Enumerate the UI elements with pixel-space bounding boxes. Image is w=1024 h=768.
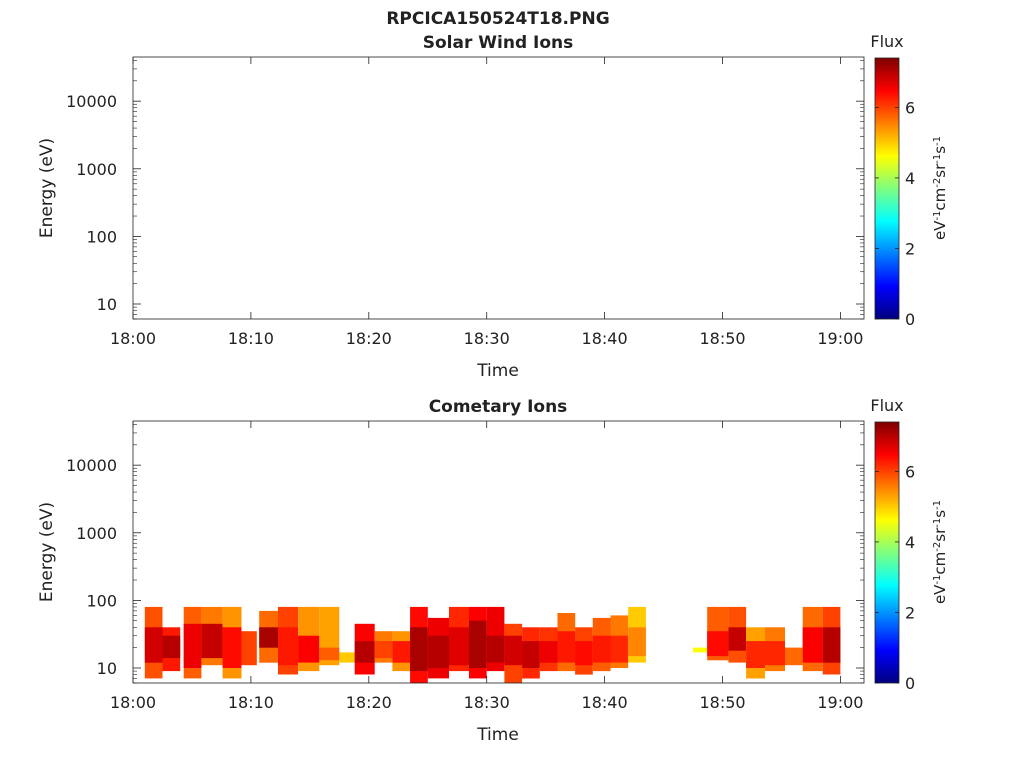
y-tick-label: 100 (86, 227, 117, 246)
heatmap-cell (539, 641, 558, 663)
panel-title: Cometary Ions (429, 397, 568, 417)
solar-wind-ions-panel: Solar Wind Ions 18:00 18:10 18:20 18:30 18:4… (37, 33, 865, 381)
heatmap-cell (557, 631, 576, 663)
heatmap-cells (144, 606, 841, 683)
heatmap-cell (765, 641, 785, 666)
heatmap-cell (427, 635, 449, 668)
heatmap-cell (469, 620, 487, 668)
x-tick-label: 18:30 (464, 693, 510, 712)
heatmap-cell (785, 647, 803, 666)
colorbar-tick-label: 2 (905, 239, 915, 258)
heatmap-cell (162, 635, 181, 659)
heatmap-cell (628, 627, 646, 657)
x-tick-label: 19:00 (817, 329, 863, 348)
colorbar-ticks: 0 2 4 6 (875, 98, 915, 329)
heatmap-cell (278, 627, 298, 666)
colorbar-solar-wind: Flux 0 2 4 6 eV-1cm-2sr-1s-1 (870, 32, 949, 329)
heatmap-cell (707, 631, 729, 657)
heatmap-cell (522, 641, 540, 668)
y-tick-label: 100 (86, 591, 117, 610)
panel-title: Solar Wind Ions (423, 33, 574, 53)
heatmap-cell (592, 635, 611, 663)
colorbar-tick-label: 6 (905, 462, 915, 481)
colorbar-units: eV-1cm-2sr-1s-1 (931, 136, 949, 240)
colorbar-gradient (874, 57, 900, 320)
heatmap-cell (241, 631, 257, 666)
x-tick-label: 18:00 (110, 329, 156, 348)
x-tick-label: 18:20 (346, 693, 392, 712)
y-tick-label: 10000 (66, 92, 117, 111)
y-tick-label: 10 (97, 659, 117, 678)
heatmap-cell (339, 652, 355, 663)
colorbar-tick-label: 4 (905, 533, 915, 552)
heatmap-cell (144, 627, 163, 663)
y-tick-label: 10000 (66, 456, 117, 475)
plot-frame (132, 420, 865, 684)
figure-title: RPCICA150524T18.PNG (386, 9, 609, 29)
x-tick-label: 18:40 (582, 693, 628, 712)
heatmap-cell (449, 627, 469, 666)
y-tick-label: 10 (97, 295, 117, 314)
axes: 18:00 18:10 18:20 18:30 18:40 18:50 19:00 10 100… (66, 57, 864, 348)
x-axis-label: Time (476, 725, 519, 745)
heatmap-cell (693, 647, 708, 653)
colorbar-units: eV-1cm-2sr-1s-1 (931, 500, 949, 604)
heatmap-cell (222, 627, 242, 668)
heatmap-cell (410, 627, 428, 672)
x-axis-label: Time (476, 361, 519, 381)
heatmap-cell (802, 627, 823, 663)
colorbar-tick-label: 2 (905, 603, 915, 622)
y-axis-label: Energy (eV) (37, 138, 57, 238)
heatmap-cell (575, 641, 593, 666)
heatmap-cell (183, 623, 202, 668)
x-tick-label: 18:10 (228, 329, 274, 348)
axes: 18:00 18:10 18:20 18:30 18:40 18:50 19:00 10 100… (66, 421, 864, 712)
colorbar-ticks: 0 2 4 6 (875, 462, 915, 693)
heatmap-cell (319, 647, 340, 661)
x-tick-label: 18:50 (699, 329, 745, 348)
heatmap-cell (201, 623, 223, 659)
colorbar-label: Flux (870, 396, 903, 415)
heatmap-cell (610, 635, 629, 663)
colorbar-gradient (874, 421, 900, 684)
plot-frame (132, 56, 865, 320)
heatmap-cell (298, 635, 320, 663)
colorbar-tick-label: 0 (905, 310, 915, 329)
heatmap-cell (374, 641, 393, 659)
heatmap-cell (746, 641, 765, 668)
x-tick-label: 18:20 (346, 329, 392, 348)
heatmap-cell (392, 641, 411, 663)
y-tick-label: 1000 (76, 524, 117, 543)
heatmap-cell (822, 627, 841, 663)
heatmap-cell (486, 635, 505, 663)
heatmap-cell (504, 635, 523, 666)
colorbar-label: Flux (870, 32, 903, 51)
x-tick-label: 18:40 (582, 329, 628, 348)
cometary-ions-panel: Cometary Ions 18:00 18:10 18:20 18:30 18:40 1… (37, 397, 865, 745)
colorbar-cometary: Flux 0 2 4 6 eV-1cm-2sr-1s-1 (870, 396, 949, 693)
x-tick-label: 18:50 (699, 693, 745, 712)
x-tick-label: 19:00 (817, 693, 863, 712)
y-tick-label: 1000 (76, 160, 117, 179)
heatmap-cell (354, 641, 375, 663)
colorbar-tick-label: 6 (905, 98, 915, 117)
colorbar-tick-label: 0 (905, 674, 915, 693)
heatmap-cell (728, 627, 747, 651)
x-tick-label: 18:10 (228, 693, 274, 712)
y-axis-label: Energy (eV) (37, 502, 57, 602)
x-tick-label: 18:00 (110, 693, 156, 712)
x-tick-label: 18:30 (464, 329, 510, 348)
heatmap-cell (259, 627, 279, 648)
colorbar-tick-label: 4 (905, 169, 915, 188)
